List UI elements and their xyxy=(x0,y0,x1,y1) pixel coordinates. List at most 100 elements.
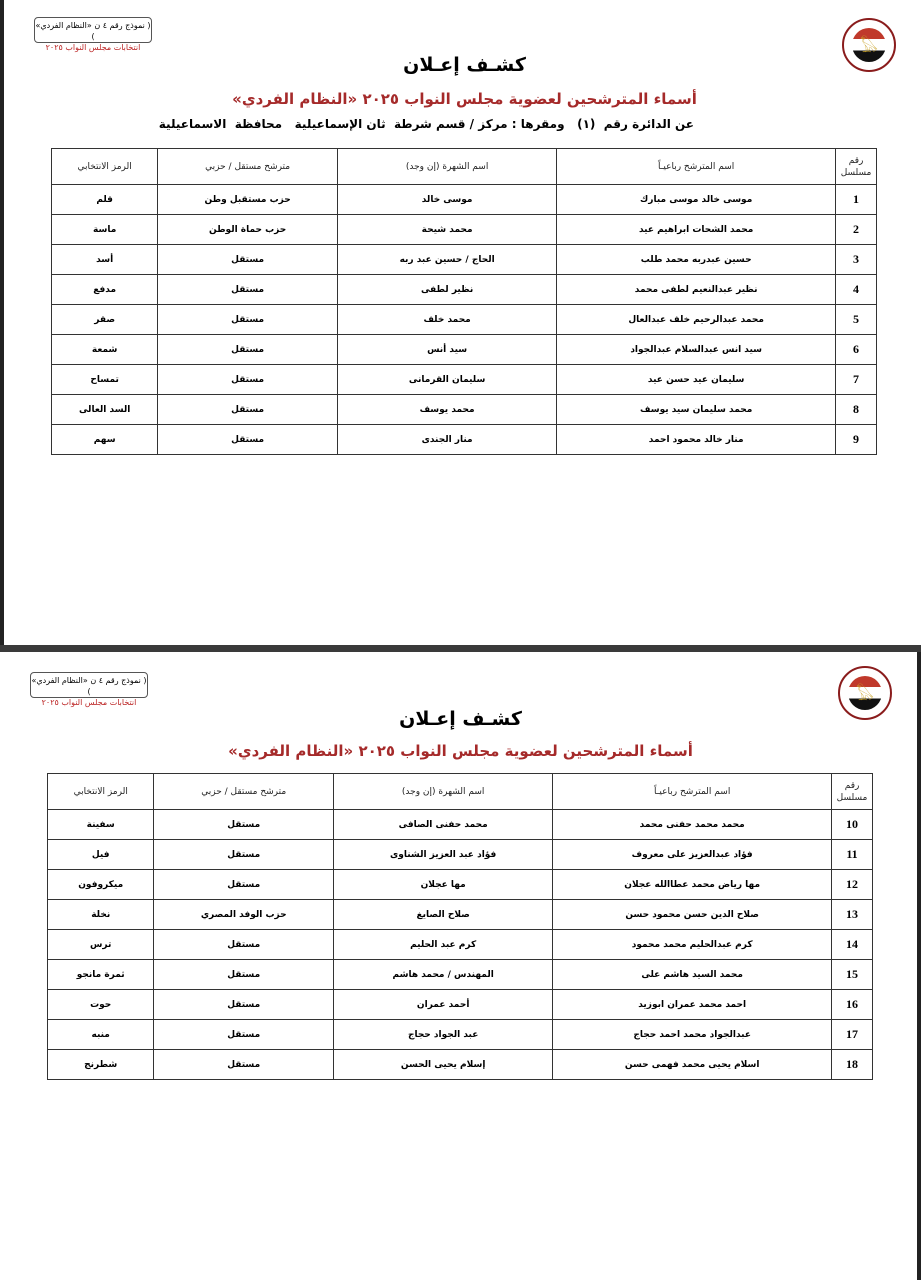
cell-symbol: ماسة xyxy=(50,214,159,245)
cell-n: 4 xyxy=(835,274,877,305)
cell-symbol: فيل xyxy=(46,839,155,870)
cell-name: اسلام يحيى محمد فهمى حسن xyxy=(552,1049,833,1080)
table-row: سهم مستقل منار الجندى منار خالد محمود احمد 9 xyxy=(50,424,877,455)
cell-name: نظير عبدالنعيم لطفى محمد xyxy=(556,274,837,305)
header-row: الرمز الانتخابي مترشح مستقل / حزبي اسم الش… xyxy=(46,773,873,810)
cell-name: محمد عبدالرحيم خلف عبدالعال xyxy=(556,304,837,335)
cell-type: مستقل xyxy=(153,869,335,900)
cell-type: حزب حماة الوطن xyxy=(157,214,338,245)
cell-name: احمد محمد عمران ابوزيد xyxy=(552,989,833,1020)
document-page-1: ( نموذج رقم ٤ ن «النظام الفردي» ) انتخاب… xyxy=(0,0,921,645)
cell-name: محمد محمد حفنى محمد xyxy=(552,809,833,840)
table-row: ميكروفون مستقل مها عجلان مها رياض محمد عطاا… xyxy=(46,869,873,900)
table-row: شمعة مستقل سيد أنس سيد انس عبدالسلام عبدالج… xyxy=(50,334,877,365)
table-row: أسد مستقل الحاج / حسين عبد ربه حسين عبدربه … xyxy=(50,244,877,275)
cell-name: سليمان عيد حسن عيد xyxy=(556,364,837,395)
cell-type: مستقل xyxy=(153,989,335,1020)
cell-symbol: شطرنج xyxy=(46,1049,155,1080)
table-row: قلم حزب مستقبل وطن موسى خالد موسى خالد موسى… xyxy=(50,184,877,215)
cell-nick: الحاج / حسين عبد ربه xyxy=(336,244,558,275)
cell-type: مستقل xyxy=(157,424,338,455)
cell-name: فؤاد عبدالعزيز على معروف xyxy=(552,839,833,870)
header-serial: رقم مسلسل xyxy=(835,148,877,185)
cell-symbol: نخلة xyxy=(46,899,155,930)
cell-nick: مها عجلان xyxy=(333,869,554,900)
cell-nick: محمد يوسف xyxy=(336,394,558,425)
election-authority-logo: 𓅃 xyxy=(842,18,896,72)
election-authority-logo: 𓅃 xyxy=(838,666,892,720)
cell-n: 9 xyxy=(835,424,877,455)
cell-nick: عبد الجواد حجاج xyxy=(333,1019,554,1050)
cell-n: 8 xyxy=(835,394,877,425)
cell-n: 6 xyxy=(835,334,877,365)
cell-name: صلاح الدين حسن محمود حسن xyxy=(552,899,833,930)
cell-name: عبدالجواد محمد احمد حجاج xyxy=(552,1019,833,1050)
table-row: مدفع مستقل نظير لطفى نظير عبدالنعيم لطفى مح… xyxy=(50,274,877,305)
cell-symbol: صقر xyxy=(50,304,159,335)
cell-n: 11 xyxy=(831,839,873,870)
cell-nick: أحمد عمران xyxy=(333,989,554,1020)
cell-name: منار خالد محمود احمد xyxy=(556,424,837,455)
candidates-table: الرمز الانتخابي مترشح مستقل / حزبي اسم الش… xyxy=(46,773,873,1080)
document-page-2: ( نموذج رقم ٤ ن «النظام الفردي» ) انتخاب… xyxy=(0,652,921,1280)
cell-symbol: ثمرة مانجو xyxy=(46,959,155,990)
cell-nick: إسلام يحيى الحسن xyxy=(333,1049,554,1080)
cell-n: 2 xyxy=(835,214,877,245)
form-stamp: ( نموذج رقم ٤ ن «النظام الفردي» ) انتخاب… xyxy=(30,672,148,707)
table-row: نخلة حزب الوفد المصري صلاح الصايغ صلاح الدي… xyxy=(46,899,873,930)
cell-n: 10 xyxy=(831,809,873,840)
header-serial: رقم مسلسل xyxy=(831,773,873,810)
table-row: السد العالى مستقل محمد يوسف محمد سليمان سيد… xyxy=(50,394,877,425)
cell-n: 1 xyxy=(835,184,877,215)
cell-n: 12 xyxy=(831,869,873,900)
cell-name: محمد السيد هاشم على xyxy=(552,959,833,990)
cell-name: حسين عبدربه محمد طلب xyxy=(556,244,837,275)
cell-type: حزب الوفد المصري xyxy=(153,899,335,930)
header-nickname: اسم الشهرة (إن وجد) xyxy=(336,148,558,185)
table-row: صقر مستقل محمد خلف محمد عبدالرحيم خلف عبدال… xyxy=(50,304,877,335)
cell-nick: منار الجندى xyxy=(336,424,558,455)
candidates-table: الرمز الانتخابي مترشح مستقل / حزبي اسم الش… xyxy=(50,148,877,455)
cell-n: 5 xyxy=(835,304,877,335)
cell-type: مستقل xyxy=(157,334,338,365)
stamp-line1: ( نموذج رقم ٤ ن «النظام الفردي» ) xyxy=(35,21,151,41)
cell-nick: محمد خلف xyxy=(336,304,558,335)
cell-name: محمد سليمان سيد يوسف xyxy=(556,394,837,425)
cell-symbol: السد العالى xyxy=(50,394,159,425)
cell-nick: محمد شيحة xyxy=(336,214,558,245)
table-row: ماسة حزب حماة الوطن محمد شيحة محمد الشحات ا… xyxy=(50,214,877,245)
cell-nick: نظير لطفى xyxy=(336,274,558,305)
cell-type: مستقل xyxy=(157,244,338,275)
cell-symbol: أسد xyxy=(50,244,159,275)
table-row: شطرنج مستقل إسلام يحيى الحسن اسلام يحيى محم… xyxy=(46,1049,873,1080)
header-row: الرمز الانتخابي مترشح مستقل / حزبي اسم الش… xyxy=(50,148,877,185)
cell-n: 13 xyxy=(831,899,873,930)
header-full_name: اسم المترشح رباعيـاً xyxy=(556,148,837,185)
cell-symbol: سهم xyxy=(50,424,159,455)
stamp-line2: انتخابات مجلس النواب ٢٠٢٥ xyxy=(41,698,137,707)
table-row: سفينة مستقل محمد حفنى الصافى محمد محمد حفنى… xyxy=(46,809,873,840)
cell-symbol: تمساح xyxy=(50,364,159,395)
form-stamp: ( نموذج رقم ٤ ن «النظام الفردي» ) انتخاب… xyxy=(34,17,152,52)
cell-n: 3 xyxy=(835,244,877,275)
cell-name: مها رياض محمد عطاالله عجلان xyxy=(552,869,833,900)
table-row: فيل مستقل فؤاد عبد العزيز الشناوى فؤاد عبدا… xyxy=(46,839,873,870)
cell-nick: صلاح الصايغ xyxy=(333,899,554,930)
cell-n: 14 xyxy=(831,929,873,960)
cell-type: مستقل xyxy=(153,959,335,990)
cell-n: 16 xyxy=(831,989,873,1020)
cell-nick: محمد حفنى الصافى xyxy=(333,809,554,840)
page-subtitle: أسماء المترشحين لعضوية مجلس النواب ٢٠٢٥ … xyxy=(232,90,697,108)
cell-type: مستقل xyxy=(157,364,338,395)
district-info: عن الدائرة رقم (١) ومقرها : مركز / قسم ش… xyxy=(158,117,694,131)
cell-nick: سليمان القرمانى xyxy=(336,364,558,395)
cell-n: 17 xyxy=(831,1019,873,1050)
page-subtitle: أسماء المترشحين لعضوية مجلس النواب ٢٠٢٥ … xyxy=(228,742,693,760)
cell-type: مستقل xyxy=(157,394,338,425)
table-row: حوت مستقل أحمد عمران احمد محمد عمران ابوزيد… xyxy=(46,989,873,1020)
table-row: منبه مستقل عبد الجواد حجاج عبدالجواد محمد ا… xyxy=(46,1019,873,1050)
cell-symbol: مدفع xyxy=(50,274,159,305)
page-title: كشـف إعـلان xyxy=(403,54,526,76)
cell-name: محمد الشحات ابراهيم عيد xyxy=(556,214,837,245)
cell-symbol: منبه xyxy=(46,1019,155,1050)
